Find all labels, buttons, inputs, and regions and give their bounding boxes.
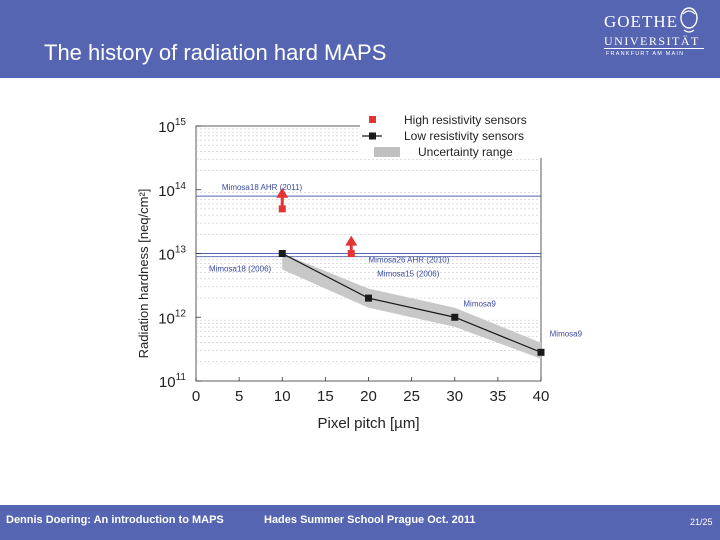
point-annotation: Mimosa9 — [550, 329, 583, 338]
x-tick-label: 25 — [403, 388, 420, 405]
goethe-portrait-icon — [680, 7, 698, 33]
x-tick-label: 30 — [446, 388, 463, 405]
reference-label: Mimosa26 AHR (2010) — [369, 256, 450, 265]
y-tick-label: 1013 — [158, 245, 186, 264]
low-res-point — [451, 313, 459, 321]
university-logo: GOETHE UNIVERSITÄT FRANKFURT AM MAIN — [604, 6, 714, 66]
logo-rule — [604, 48, 704, 49]
slide-header: The history of radiation hard MAPS GOETH… — [0, 0, 720, 78]
legend-label: High resistivity sensors — [404, 113, 527, 127]
footer-event: Hades Summer School Prague Oct. 2011 — [264, 514, 476, 526]
y-axis-label: Radiation hardness [neq/cm²] — [136, 189, 151, 359]
radiation-hardness-chart: Mimosa18 AHR (2011) Mimosa26 AHR (2010) Mi… — [136, 113, 583, 432]
y-tick-label: 1014 — [158, 181, 186, 200]
low-res-point — [537, 348, 545, 356]
low-res-point — [278, 250, 286, 257]
uncertainty-band — [282, 253, 541, 359]
point-annotation: Mimosa9 — [463, 299, 496, 308]
y-tick-label: 1012 — [158, 308, 186, 327]
slide-footer: Dennis Doering: An introduction to MAPS … — [0, 505, 720, 540]
low-res-series-line — [281, 252, 542, 353]
x-axis-label: Pixel pitch [µm] — [317, 415, 419, 432]
y-tick-label: 1011 — [159, 372, 187, 391]
x-tick-label: 15 — [317, 388, 334, 405]
logo-line1: GOETHE — [604, 12, 678, 31]
low-res-point — [365, 294, 372, 302]
slide-title: The history of radiation hard MAPS — [44, 40, 387, 65]
point-annotation: Mimosa18 (2006) — [209, 264, 272, 273]
legend-swatch — [374, 147, 400, 157]
high-res-arrow-head — [276, 187, 289, 198]
legend-label: Uncertainty range — [418, 145, 513, 159]
x-tick-label: 40 — [533, 388, 550, 405]
x-tick-label: 35 — [490, 388, 507, 405]
legend-marker — [369, 116, 376, 123]
logo-line2: UNIVERSITÄT — [604, 34, 700, 48]
x-tick-label: 10 — [274, 388, 291, 405]
legend-label: Low resistivity sensors — [404, 129, 524, 143]
high-res-arrow-head — [345, 235, 358, 246]
page-number: 21/25 — [690, 517, 713, 527]
legend-marker — [369, 132, 376, 140]
x-tick-label: 0 — [192, 388, 200, 405]
reference-label: Mimosa18 AHR (2011) — [222, 183, 303, 192]
y-tick-label: 1015 — [158, 117, 186, 136]
footer-author: Dennis Doering: An introduction to MAPS — [6, 514, 224, 526]
x-tick-label: 5 — [235, 388, 243, 405]
logo-line3: FRANKFURT AM MAIN — [606, 51, 685, 57]
point-annotation: Mimosa15 (2006) — [377, 269, 440, 278]
x-tick-label: 20 — [360, 388, 377, 405]
